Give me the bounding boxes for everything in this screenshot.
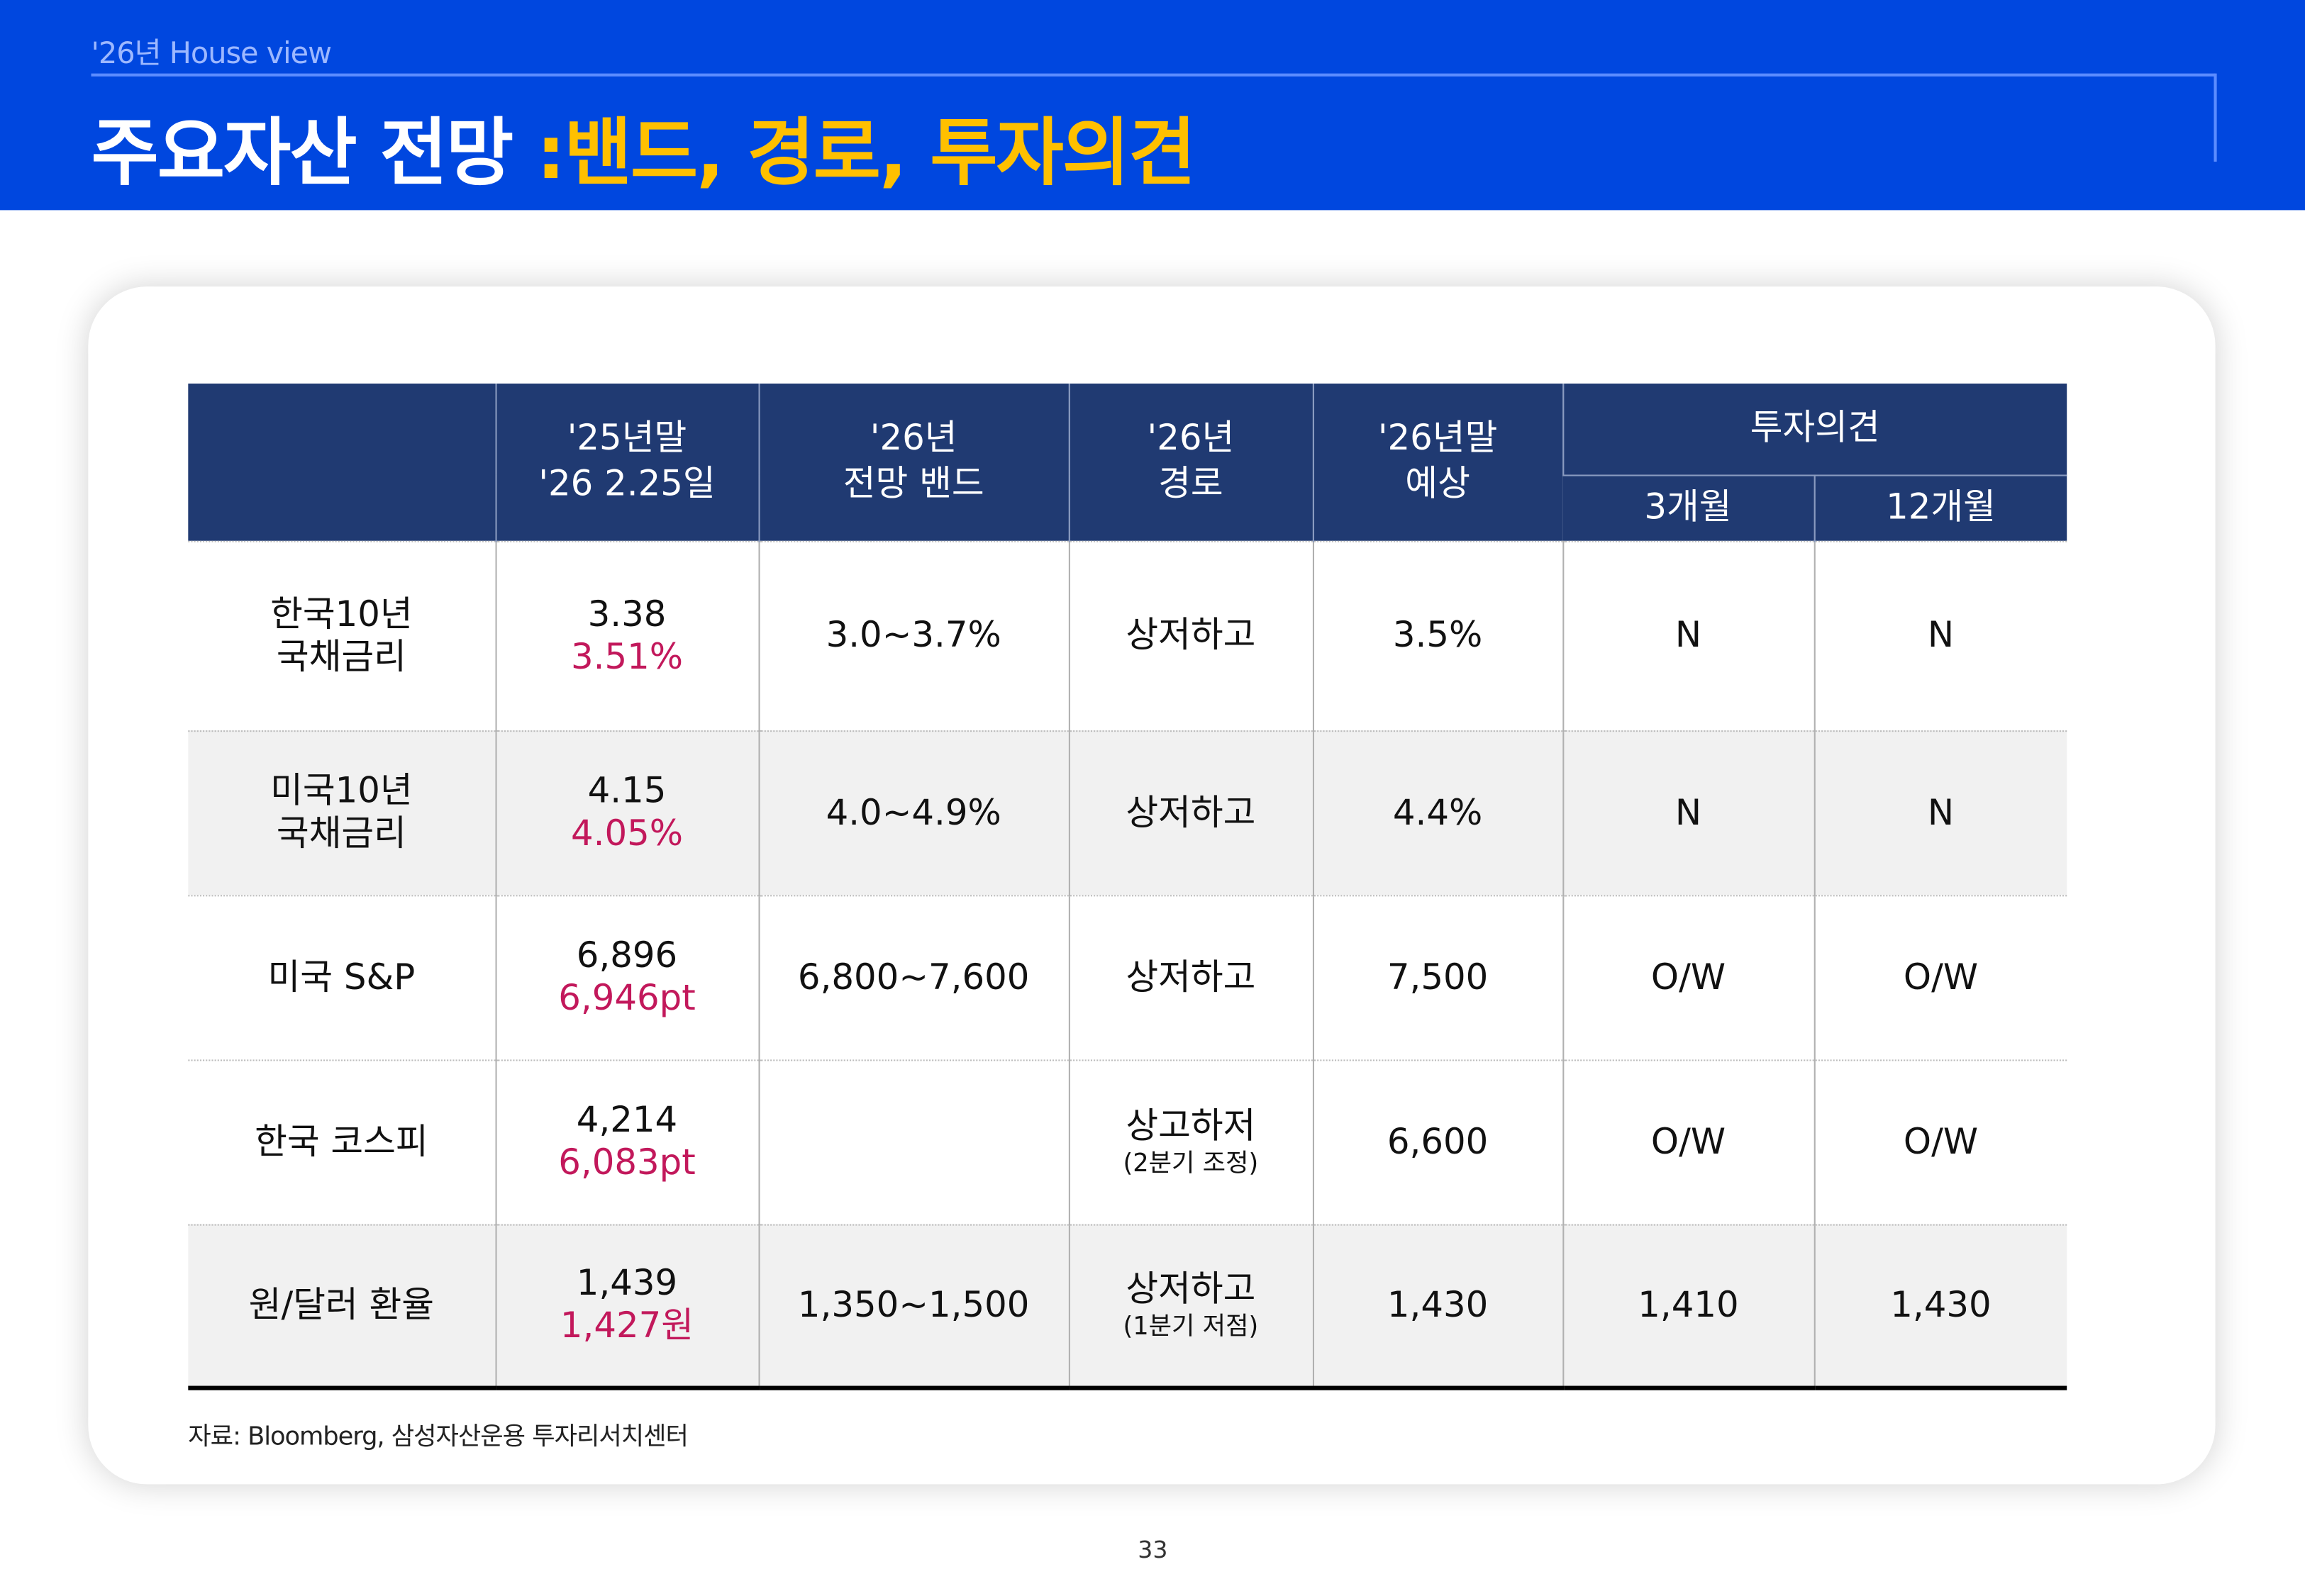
band: 3.0~3.7%: [757, 540, 1069, 731]
opinion-12m: 1,430: [1813, 1223, 2067, 1390]
header-banner: '26년 House view 주요자산 전망 :밴드, 경로, 투자의견: [0, 0, 2305, 211]
path: 상고하저 (2분기 조정): [1067, 1059, 1313, 1224]
latest-value: 3.51%: [570, 635, 684, 677]
asset-outlook-table: '25년말 '26 2.25일 '26년 전망 밴드 '26년 경로 '26년말 예상 …: [188, 383, 2067, 1390]
current-value: 4,214 6,083pt: [494, 1059, 759, 1224]
page-number: 33: [1138, 1535, 1168, 1564]
title-main: 주요자산 전망: [91, 110, 537, 196]
current-value: 6,896 6,946pt: [494, 894, 759, 1060]
current-value: 1,439 1,427원: [494, 1223, 759, 1390]
opinion-3m: N: [1562, 540, 1814, 731]
opinion-12m: N: [1813, 730, 2067, 895]
opinion-12m: N: [1813, 540, 2067, 731]
header-path: '26년 경로: [1067, 383, 1313, 541]
latest-value: 4.05%: [570, 813, 684, 854]
opinion-12m: O/W: [1813, 1059, 2067, 1224]
header-opinion: 투자의견: [1562, 383, 2067, 476]
table-row: 한국10년 국채금리 3.38 3.51% 3.0~3.7% 상저하고 3.5% N N: [188, 540, 2067, 731]
header-asset: [188, 383, 496, 541]
opinion-3m: 1,410: [1562, 1223, 1814, 1390]
header-subtitle: '26년 House view: [91, 35, 333, 71]
header-3m: 3개월: [1562, 474, 1814, 541]
title-accent: :밴드, 경로, 투자의견: [536, 110, 1196, 196]
band: 4.0~4.9%: [757, 730, 1069, 895]
path: 상저하고: [1067, 540, 1313, 731]
target: 7,500: [1311, 894, 1563, 1060]
header-12m: 12개월: [1813, 474, 2067, 541]
latest-value: 6,083pt: [558, 1142, 696, 1183]
band: 6,800~7,600: [757, 894, 1069, 1060]
table-row: 한국 코스피 4,214 6,083pt 상고하저 (2분기 조정) 6,600 O/W O/…: [188, 1059, 2067, 1224]
path: 상저하고: [1067, 894, 1313, 1060]
band: 1,350~1,500: [757, 1223, 1069, 1390]
header-divider-end: [2214, 73, 2217, 162]
table-row: 미국10년 국채금리 4.15 4.05% 4.0~4.9% 상저하고 4.4% N N: [188, 730, 2067, 895]
asset-name: 미국10년 국채금리: [188, 730, 496, 895]
opinion-3m: O/W: [1562, 1059, 1814, 1224]
opinion-3m: N: [1562, 730, 1814, 895]
target: 3.5%: [1311, 540, 1563, 731]
table-row: 원/달러 환율 1,439 1,427원 1,350~1,500 상저하고 (1분기 저점…: [188, 1223, 2067, 1390]
table-row: 미국 S&P 6,896 6,946pt 6,800~7,600 상저하고 7,500 O/…: [188, 894, 2067, 1060]
header-target: '26년말 예상: [1311, 383, 1563, 541]
asset-name: 미국 S&P: [188, 894, 496, 1060]
current-value: 3.38 3.51%: [494, 540, 759, 731]
header-divider: [91, 73, 2216, 77]
path: 상저하고 (1분기 저점): [1067, 1223, 1313, 1390]
asset-name: 한국10년 국채금리: [188, 540, 496, 731]
target: 4.4%: [1311, 730, 1563, 895]
target: 1,430: [1311, 1223, 1563, 1390]
latest-value: 1,427원: [560, 1305, 694, 1346]
opinion-3m: O/W: [1562, 894, 1814, 1060]
header-band: '26년 전망 밴드: [757, 383, 1069, 541]
path: 상저하고: [1067, 730, 1313, 895]
band: [757, 1059, 1069, 1224]
latest-value: 6,946pt: [558, 977, 696, 1019]
header-current: '25년말 '26 2.25일: [494, 383, 759, 541]
source-note: 자료: Bloomberg, 삼성자산운용 투자리서치센터: [188, 1422, 689, 1452]
asset-name: 원/달러 환율: [188, 1223, 496, 1390]
target: 6,600: [1311, 1059, 1563, 1224]
current-value: 4.15 4.05%: [494, 730, 759, 895]
asset-name: 한국 코스피: [188, 1059, 496, 1224]
page-title: 주요자산 전망 :밴드, 경로, 투자의견: [91, 94, 1196, 200]
opinion-12m: O/W: [1813, 894, 2067, 1060]
